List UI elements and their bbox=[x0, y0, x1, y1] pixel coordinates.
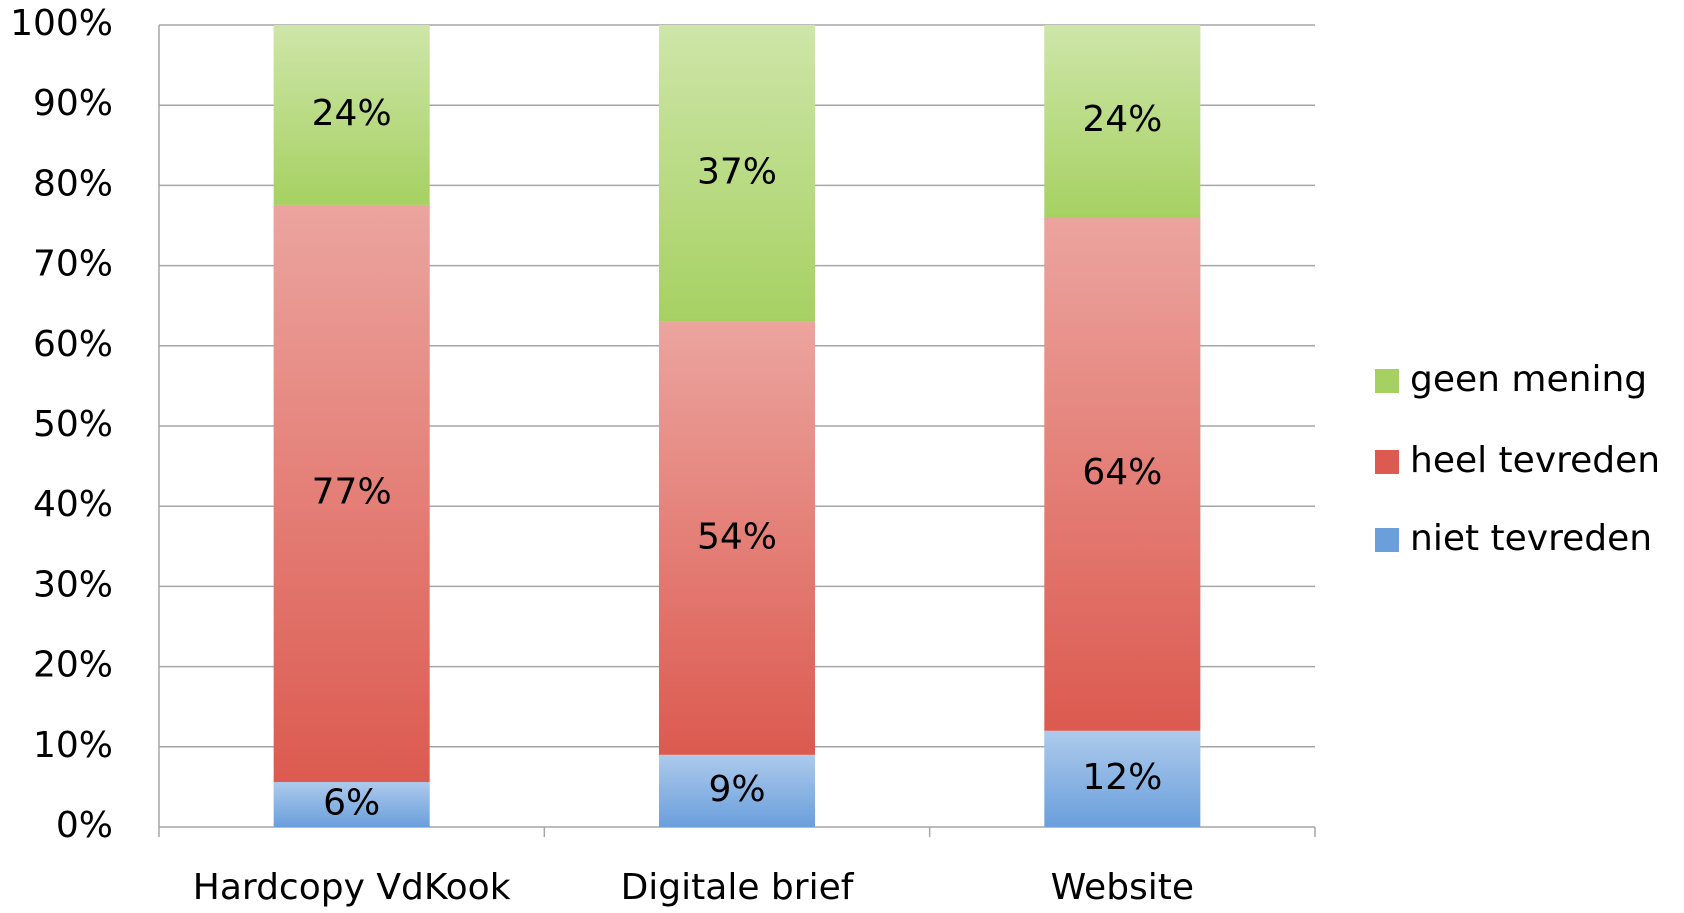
legend-swatch bbox=[1375, 369, 1399, 393]
y-tick-label: 40% bbox=[33, 484, 113, 525]
legend-label: geen mening bbox=[1410, 359, 1647, 400]
bar-shine bbox=[659, 754, 815, 827]
y-tick-label: 80% bbox=[33, 163, 113, 204]
data-label: 6% bbox=[323, 783, 380, 824]
data-label: 64% bbox=[1082, 452, 1162, 493]
data-label: 37% bbox=[697, 151, 777, 192]
bar-shine bbox=[659, 321, 815, 755]
y-tick-label: 70% bbox=[33, 244, 113, 285]
legend-label: niet tevreden bbox=[1410, 518, 1652, 559]
y-tick-label: 20% bbox=[33, 645, 113, 686]
bar-shine bbox=[1044, 25, 1201, 218]
bar-shine bbox=[273, 782, 430, 827]
data-label: 9% bbox=[708, 769, 765, 810]
bar-shine bbox=[273, 204, 430, 783]
bar-shine bbox=[273, 25, 430, 205]
legend-label: heel tevreden bbox=[1410, 440, 1660, 481]
x-tick-label: Hardcopy VdKook bbox=[193, 867, 511, 908]
data-label: 24% bbox=[312, 93, 392, 134]
y-tick-label: 50% bbox=[33, 404, 113, 445]
x-tick-label: Website bbox=[1051, 867, 1195, 908]
data-label: 12% bbox=[1082, 757, 1162, 798]
bar-shine bbox=[1044, 730, 1201, 827]
y-tick-label: 0% bbox=[56, 805, 113, 846]
data-label: 77% bbox=[312, 471, 392, 512]
data-label: 54% bbox=[697, 516, 777, 557]
y-tick-label: 10% bbox=[33, 725, 113, 766]
data-label: 24% bbox=[1082, 99, 1162, 140]
bar-shine bbox=[1044, 217, 1201, 731]
y-tick-label: 60% bbox=[33, 324, 113, 365]
y-tick-label: 90% bbox=[33, 83, 113, 124]
x-tick-label: Digitale brief bbox=[621, 867, 855, 908]
y-tick-label: 30% bbox=[33, 564, 113, 605]
legend-swatch bbox=[1375, 528, 1399, 552]
bar-shine bbox=[659, 25, 815, 322]
legend-swatch bbox=[1375, 450, 1399, 474]
y-tick-label: 100% bbox=[10, 3, 113, 44]
